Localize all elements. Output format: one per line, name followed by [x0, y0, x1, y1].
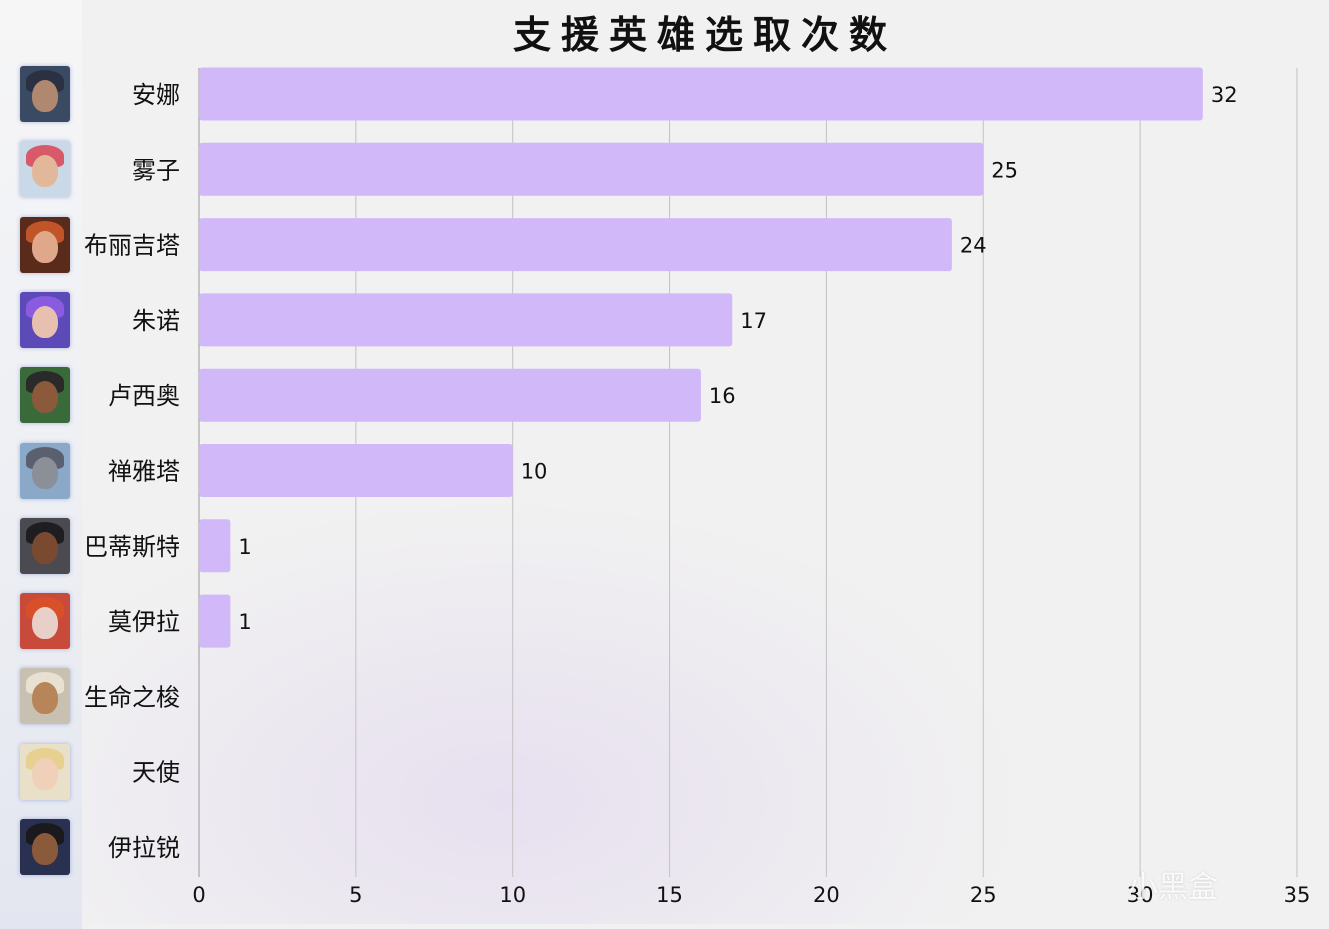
kiriko-portrait-icon	[20, 141, 70, 198]
brigitte-portrait-icon	[20, 216, 70, 273]
x-tick-label: 0	[192, 883, 205, 907]
avatar-face	[32, 155, 58, 188]
bar-雾子	[199, 142, 984, 196]
category-label: 禅雅塔	[108, 458, 180, 486]
x-tick-label: 10	[499, 883, 526, 907]
avatar-face	[32, 682, 58, 715]
value-label: 10	[521, 460, 548, 484]
moira-portrait-icon	[20, 593, 70, 650]
chart-title: 支援英雄选取次数	[512, 13, 897, 57]
value-label: 17	[740, 309, 767, 333]
category-label: 生命之梭	[84, 683, 180, 711]
category-label: 朱诺	[132, 307, 180, 335]
x-tick-label: 15	[656, 883, 683, 907]
bar-禅雅塔	[199, 444, 513, 497]
lifeweaver-portrait-icon	[20, 668, 70, 725]
value-label: 1	[238, 610, 251, 634]
avatar-face	[32, 757, 58, 790]
bar-布丽吉塔	[199, 218, 952, 272]
bar-巴蒂斯特	[199, 519, 231, 573]
bar-朱诺	[199, 293, 733, 347]
category-label: 雾子	[132, 156, 180, 184]
avatar-face	[32, 456, 58, 489]
avatar-face	[32, 230, 58, 263]
ana-portrait-icon	[20, 66, 70, 122]
illari-portrait-icon	[20, 819, 70, 875]
x-tick-label: 30	[1127, 883, 1154, 907]
value-label: 1	[238, 535, 251, 559]
x-tick-label: 5	[349, 883, 362, 907]
category-label: 伊拉锐	[108, 834, 180, 862]
avatar-face	[32, 833, 58, 865]
category-label: 卢西奥	[108, 382, 180, 410]
category-label: 莫伊拉	[108, 608, 180, 636]
x-tick-label: 20	[813, 883, 840, 907]
bar-莫伊拉	[199, 594, 231, 648]
avatar-face	[32, 305, 58, 338]
category-label: 安娜	[132, 81, 180, 109]
value-label: 16	[709, 384, 736, 408]
avatar-face	[32, 607, 58, 640]
bar-安娜	[199, 67, 1203, 121]
bar-卢西奥	[199, 368, 701, 422]
category-label: 布丽吉塔	[84, 232, 180, 260]
category-label: 巴蒂斯特	[84, 533, 180, 561]
baptiste-portrait-icon	[20, 517, 70, 574]
value-label: 24	[960, 234, 987, 258]
zenyatta-portrait-icon	[20, 442, 70, 499]
x-tick-label: 25	[970, 883, 997, 907]
lucio-portrait-icon	[20, 367, 70, 424]
juno-portrait-icon	[20, 291, 70, 348]
x-tick-label: 35	[1284, 883, 1311, 907]
watermark-logo: 小黑盒	[1128, 870, 1218, 905]
category-label: 天使	[132, 759, 180, 787]
value-label: 25	[991, 158, 1018, 182]
mercy-portrait-icon	[20, 743, 70, 800]
avatar-face	[32, 531, 58, 564]
value-label: 32	[1211, 83, 1238, 107]
avatar-face	[32, 381, 58, 414]
avatar-face	[32, 80, 58, 112]
